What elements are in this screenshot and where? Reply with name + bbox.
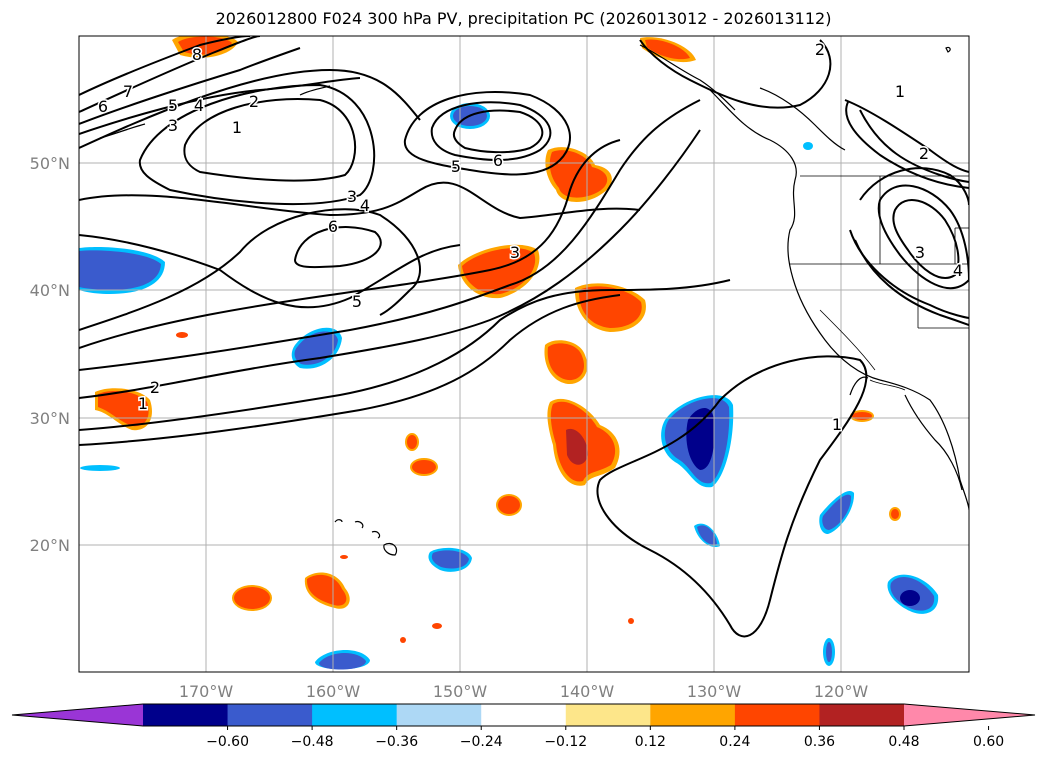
precip-blob [547, 343, 585, 381]
colorbar-tick-label: 0.48 [888, 734, 919, 750]
colorbar-tick-label: −0.24 [460, 734, 503, 750]
lat-label: 40°N [30, 281, 70, 300]
map-title: 2026012800 F024 300 hPa PV, precipitatio… [215, 9, 832, 28]
contour-label: 4 [953, 261, 963, 280]
longitude-labels: 170°W 160°W 150°W 140°W 130°W 120°W [179, 682, 869, 701]
lon-label: 130°W [687, 682, 742, 701]
colorbar-tick-label: 0.36 [804, 734, 835, 750]
contour-label: 6 [98, 97, 108, 116]
colorbar-tick-label: 0.24 [719, 734, 750, 750]
precip-blob [803, 142, 813, 150]
colorbar-segment [650, 704, 736, 726]
contour-label: 2 [815, 40, 825, 59]
colorbar-segment [481, 704, 567, 726]
colorbar-extend-high [904, 704, 1035, 726]
precip-blob [822, 494, 852, 530]
colorbar-segment [565, 704, 651, 726]
colorbar-ticks: −0.60 −0.48 −0.36 −0.24 −0.12 0.12 0.24 0.36 0.4… [206, 726, 1004, 750]
precip-blob [79, 250, 161, 290]
colorbar-tick-label: 0.12 [635, 734, 666, 750]
contour-label: 4 [194, 96, 204, 115]
colorbar-segment [819, 704, 905, 726]
precip-blob [432, 623, 442, 629]
contour-label: 1 [232, 118, 242, 137]
precip-blob [826, 642, 832, 662]
colorbar-tick-label: −0.48 [291, 734, 334, 750]
precip-blob [407, 435, 417, 449]
colorbar-segment [734, 704, 820, 726]
contour-label: 5 [168, 96, 178, 115]
precip-blob [645, 39, 690, 60]
precip-blob [412, 460, 436, 474]
colorbar-segment [143, 704, 229, 726]
lat-label: 30°N [30, 409, 70, 428]
contour-label: 4 [360, 196, 370, 215]
precip-blob [306, 574, 347, 606]
precip-blob [686, 407, 715, 470]
precip-blob [234, 587, 270, 609]
contour-label: 6 [328, 217, 338, 236]
colorbar-segment [227, 704, 313, 726]
colorbar-tick-label: −0.12 [544, 734, 587, 750]
map-frame [78, 35, 970, 673]
precip-blob [891, 509, 899, 519]
colorbar-tick-label: −0.60 [206, 734, 249, 750]
colorbar-extend-low [12, 704, 143, 726]
contour-label: 7 [123, 82, 133, 101]
contour-label: 2 [150, 378, 160, 397]
contour-label: 1 [138, 394, 148, 413]
contour-label: 3 [168, 116, 178, 135]
precip-negative-regions [79, 103, 939, 670]
contour-label: 3 [510, 243, 520, 262]
contour-label: 2 [919, 144, 929, 163]
lat-label: 20°N [30, 536, 70, 555]
contour-label: 2 [249, 92, 259, 111]
precip-positive-regions [95, 36, 901, 643]
colorbar-tick-label: −0.36 [375, 734, 418, 750]
lon-label: 120°W [814, 682, 869, 701]
coastlines [99, 44, 969, 556]
precip-blob [176, 332, 188, 338]
precip-blob [628, 618, 634, 624]
contour-label: 6 [493, 151, 503, 170]
precip-blob [340, 555, 348, 559]
contour-label: 5 [352, 292, 362, 311]
precip-blob [498, 496, 520, 514]
precip-blob [549, 150, 608, 198]
pv-contour-labels: 8 7 6 5 4 3 2 1 6 5 3 4 6 5 3 2 1 1 2 1 … [96, 39, 964, 436]
precip-blob [578, 286, 642, 328]
precip-blob [852, 412, 872, 420]
contour-label: 3 [915, 243, 925, 262]
precip-blob [697, 525, 717, 545]
graticule [79, 36, 969, 672]
colorbar-outline [11, 703, 1036, 727]
precip-blob [400, 637, 406, 643]
precip-blob [900, 590, 920, 606]
contour-label: 8 [192, 45, 202, 64]
latitude-labels: 50°N 40°N 30°N 20°N [30, 154, 70, 555]
colorbar-tick-label: 0.60 [973, 734, 1004, 750]
lon-label: 160°W [306, 682, 361, 701]
map-area [79, 36, 969, 672]
lon-label: 150°W [433, 682, 488, 701]
colorbar [11, 703, 1036, 727]
contour-label: 1 [832, 415, 842, 434]
lon-label: 170°W [179, 682, 234, 701]
contour-label: 1 [895, 82, 905, 101]
contour-label: 5 [451, 157, 461, 176]
colorbar-segment [396, 704, 482, 726]
lat-label: 50°N [30, 154, 70, 173]
precip-blob [566, 428, 588, 465]
colorbar-segment [312, 704, 398, 726]
contour-label: 3 [347, 187, 357, 206]
lon-label: 140°W [560, 682, 615, 701]
precip-blob [319, 652, 366, 670]
pv-contours [79, 36, 969, 638]
precip-blob [98, 390, 149, 427]
precip-blob [80, 465, 120, 471]
